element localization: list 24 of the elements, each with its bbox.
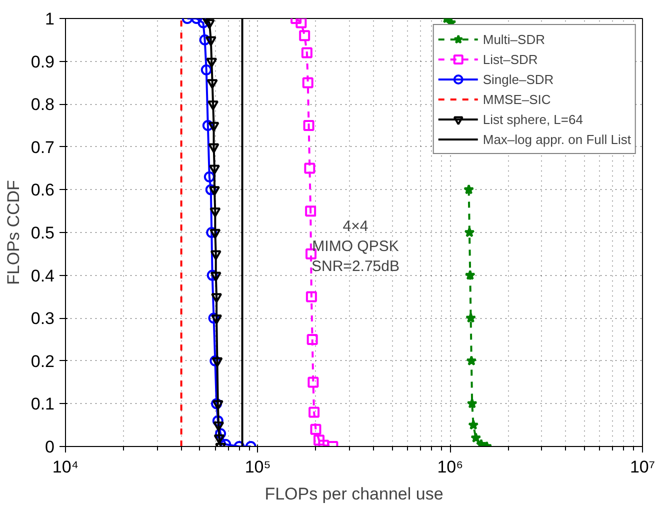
x-tick-label: 10⁶ [437, 458, 464, 476]
x-tick-label: 10⁴ [52, 458, 79, 476]
y-tick-label: 0.2 [30, 352, 55, 371]
y-tick-label: 0.5 [30, 224, 55, 242]
legend-label: Single–SDR [482, 72, 554, 86]
x-axis-title: FLOPs per channel use [264, 484, 444, 504]
y-tick-label: 0.4 [30, 266, 55, 286]
legend-label: MMSE–SIC [482, 92, 551, 106]
x-tick-label: 10⁵ [244, 458, 271, 476]
annotation: 4×4 MIMO QPSK SNR=2.75dB [312, 218, 400, 275]
y-tick-label: 0.8 [30, 95, 55, 114]
legend-label: List–SDR [482, 52, 538, 66]
x-tick-label: 10⁷ [630, 458, 656, 476]
y-tick-label: 0.6 [30, 180, 55, 200]
legend-label: List sphere, L=64 [482, 112, 583, 126]
y-tick-label: 0.9 [30, 52, 55, 72]
y-tick-label: 0.7 [30, 138, 55, 157]
legend-label: Max–log appr. on Full List [482, 132, 631, 146]
y-tick-label: 1 [45, 10, 55, 28]
y-tick-label: 0 [45, 438, 55, 456]
y-tick-label: 0.1 [30, 394, 55, 414]
legend-label: Multi–SDR [482, 32, 545, 46]
y-axis-title: FLOPs CCDF [4, 180, 23, 285]
y-tick-label: 0.3 [30, 309, 55, 328]
